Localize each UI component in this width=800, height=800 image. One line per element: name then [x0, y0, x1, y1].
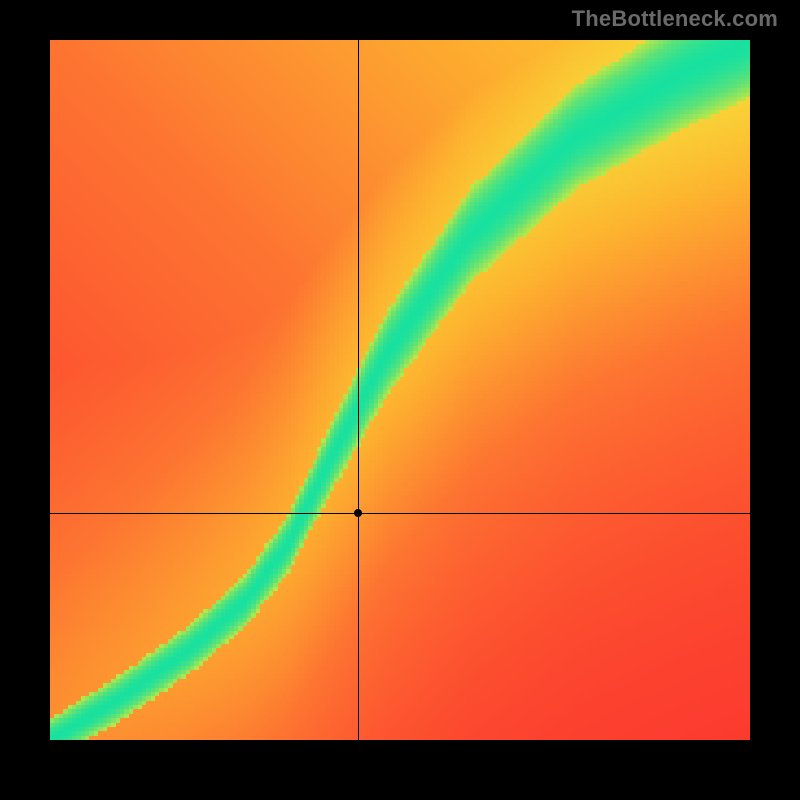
heatmap-plot — [50, 40, 750, 740]
crosshair-vertical — [358, 40, 359, 740]
crosshair-horizontal — [50, 513, 750, 514]
heatmap-canvas — [50, 40, 750, 740]
crosshair-dot — [354, 509, 362, 517]
page-root: TheBottleneck.com — [0, 0, 800, 800]
watermark-text: TheBottleneck.com — [572, 6, 778, 32]
